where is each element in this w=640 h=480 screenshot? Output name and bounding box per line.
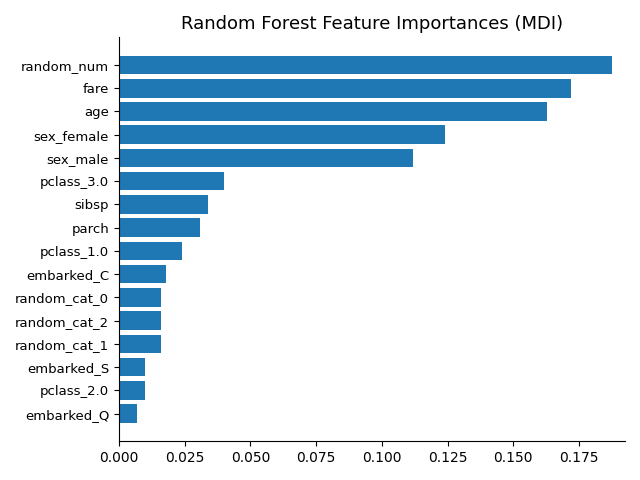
Bar [119, 195, 208, 214]
Bar [119, 79, 571, 97]
Bar [119, 381, 145, 400]
Bar [119, 172, 224, 191]
Bar [119, 218, 200, 237]
Bar [119, 288, 161, 307]
Bar [119, 241, 182, 260]
Bar [119, 335, 161, 353]
Title: Random Forest Feature Importances (MDI): Random Forest Feature Importances (MDI) [181, 15, 563, 33]
Bar [119, 358, 145, 376]
Bar [119, 404, 137, 423]
Bar [119, 312, 161, 330]
Bar [119, 102, 547, 121]
Bar [119, 149, 413, 167]
Bar [119, 125, 445, 144]
Bar [119, 265, 166, 284]
Bar [119, 56, 612, 74]
